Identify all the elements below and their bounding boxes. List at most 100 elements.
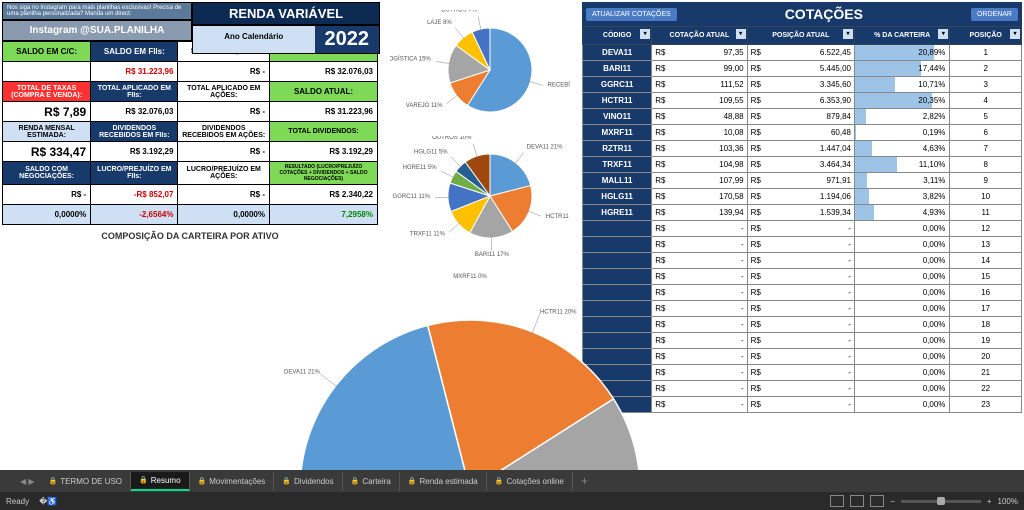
table-row[interactable]: BARI11R$99,00R$5.445,0017,44%2 [583, 61, 1022, 77]
rank-cell: 20 [950, 349, 1022, 365]
charts-panel: RECEBÍVEIS 59%VAREJO 11%LOGÍSTICA 15%LAJ… [380, 0, 580, 484]
summary-cell: TOTAL DE TAXAS (COMPRA E VENDA): [3, 82, 91, 102]
zoom-slider[interactable] [901, 500, 981, 503]
price-cell: R$48,88 [652, 109, 747, 125]
percent-cell: 0,00% [854, 333, 949, 349]
sort-button[interactable]: ORDENAR [971, 8, 1018, 21]
update-quotes-button[interactable]: ATUALIZAR COTAÇÕES [586, 8, 677, 21]
code-cell: MXRF11 [583, 125, 652, 141]
lock-icon: 🔒 [49, 477, 58, 485]
summary-cell: R$ - [178, 62, 270, 82]
position-cell: R$3.464,34 [747, 157, 854, 173]
price-cell: R$104,98 [652, 157, 747, 173]
rank-cell: 12 [950, 221, 1022, 237]
pie-label: LOGÍSTICA 15% [390, 56, 431, 63]
summary-cell: R$ - [3, 185, 91, 205]
percent-cell: 20,35% [854, 93, 949, 109]
table-row[interactable]: MXRF11R$10,08R$60,480,19%6 [583, 125, 1022, 141]
zoom-in-button[interactable]: + [987, 497, 992, 506]
quotes-col-header[interactable]: POSIÇÃO▾ [950, 27, 1022, 45]
table-row[interactable]: DEVA11R$97,35R$6.522,4520,89%1 [583, 45, 1022, 61]
lock-icon: 🔒 [198, 477, 207, 485]
tab-label: Movimentações [209, 477, 265, 486]
price-cell: R$97,35 [652, 45, 747, 61]
sector-pie-chart: RECEBÍVEIS 59%VAREJO 11%LOGÍSTICA 15%LAJ… [390, 10, 570, 130]
price-cell: R$10,08 [652, 125, 747, 141]
tab-label: Dividendos [294, 477, 334, 486]
code-cell: HGRE11 [583, 205, 652, 221]
percent-cell: 0,19% [854, 125, 949, 141]
price-cell: R$139,94 [652, 205, 747, 221]
filter-icon[interactable]: ▾ [1010, 29, 1020, 39]
code-cell [583, 237, 652, 253]
percent-cell: 17,44% [854, 61, 949, 77]
percent-cell: 20,89% [854, 45, 949, 61]
rank-cell: 19 [950, 333, 1022, 349]
code-cell: VINO11 [583, 109, 652, 125]
table-row[interactable]: GGRC11R$111,52R$3.345,6010,71%3 [583, 77, 1022, 93]
quotes-col-header[interactable]: COTAÇÃO ATUAL▾ [652, 27, 747, 45]
view-break-icon[interactable] [870, 495, 884, 507]
percent-cell: 3,11% [854, 173, 949, 189]
sheet-tab[interactable]: 🔒Movimentações [190, 472, 275, 491]
asset-pie-chart: DEVA11 21%HCTR11 20%BARI11 17%TRXF11 11%… [390, 136, 570, 256]
view-normal-icon[interactable] [830, 495, 844, 507]
rank-cell: 18 [950, 317, 1022, 333]
code-cell: HCTR11 [583, 93, 652, 109]
summary-cell [3, 62, 91, 82]
pie-top-label: MXRF11 0% [453, 274, 487, 280]
position-cell: R$- [747, 365, 854, 381]
rank-cell: 13 [950, 237, 1022, 253]
table-row[interactable]: RZTR11R$103,36R$1.447,044,63%7 [583, 141, 1022, 157]
rank-cell: 8 [950, 157, 1022, 173]
sheet-tab[interactable]: 🔒Resumo [131, 472, 190, 491]
table-row[interactable]: R$-R$-0,00%13 [583, 237, 1022, 253]
summary-cell: R$ 7,89 [3, 102, 91, 122]
position-cell: R$- [747, 285, 854, 301]
sheet-tab[interactable]: 🔒Renda estimada [400, 472, 487, 491]
quotes-col-header[interactable]: CÓDIGO▾ [583, 27, 652, 45]
quotes-title: COTAÇÕES [681, 6, 967, 22]
sheet-tab[interactable]: 🔒Carteira [343, 472, 400, 491]
zoom-out-button[interactable]: − [890, 497, 895, 506]
percent-cell: 0,00% [854, 237, 949, 253]
position-cell: R$- [747, 269, 854, 285]
quotes-col-header[interactable]: % DA CARTEIRA▾ [854, 27, 949, 45]
table-row[interactable]: TRXF11R$104,98R$3.464,3411,10%8 [583, 157, 1022, 173]
filter-icon[interactable]: ▾ [843, 29, 853, 39]
filter-icon[interactable]: ▾ [736, 29, 746, 39]
table-row[interactable]: HGLG11R$170,58R$1.194,063,82%10 [583, 189, 1022, 205]
lock-icon: 🔒 [351, 477, 360, 485]
summary-cell: DIVIDENDOS RECEBIDOS EM AÇÕES: [178, 122, 270, 142]
pie-label: VAREJO 11% [406, 103, 443, 109]
filter-icon[interactable]: ▾ [938, 29, 948, 39]
status-ready: Ready [6, 497, 29, 506]
position-cell: R$5.445,00 [747, 61, 854, 77]
percent-cell: 4,63% [854, 141, 949, 157]
sheet-tab[interactable]: 🔒Dividendos [274, 472, 342, 491]
table-row[interactable]: HCTR11R$109,55R$6.353,9020,35%4 [583, 93, 1022, 109]
view-layout-icon[interactable] [850, 495, 864, 507]
filter-icon[interactable]: ▾ [640, 29, 650, 39]
table-row[interactable]: VINO11R$48,88R$879,842,82%5 [583, 109, 1022, 125]
price-cell: R$- [652, 221, 747, 237]
table-row[interactable]: HGRE11R$139,94R$1.539,344,93%11 [583, 205, 1022, 221]
add-sheet-button[interactable]: + [573, 474, 596, 488]
percent-cell: 3,82% [854, 189, 949, 205]
composition-pie-chart: DEVA11 21%HCTR11 20%MXRF11 0% [240, 260, 700, 490]
position-cell: R$3.345,60 [747, 77, 854, 93]
rank-cell: 9 [950, 173, 1022, 189]
percent-cell: 0,00% [854, 221, 949, 237]
percent-cell: 0,00% [854, 269, 949, 285]
sheet-tab[interactable]: 🔒TERMO DE USO [41, 472, 132, 491]
summary-cell: -R$ 852,07 [91, 185, 178, 205]
code-cell: BARI11 [583, 61, 652, 77]
tabs-nav-icon[interactable]: ◀ ▶ [20, 477, 35, 486]
table-row[interactable]: MALL11R$107,99R$971,913,11%9 [583, 173, 1022, 189]
percent-cell: 0,00% [854, 301, 949, 317]
summary-cell: -2,6564% [91, 205, 178, 225]
sheet-tab[interactable]: 🔒Cotações online [487, 472, 573, 491]
rank-cell: 3 [950, 77, 1022, 93]
quotes-col-header[interactable]: POSIÇÃO ATUAL▾ [747, 27, 854, 45]
table-row[interactable]: R$-R$-0,00%12 [583, 221, 1022, 237]
